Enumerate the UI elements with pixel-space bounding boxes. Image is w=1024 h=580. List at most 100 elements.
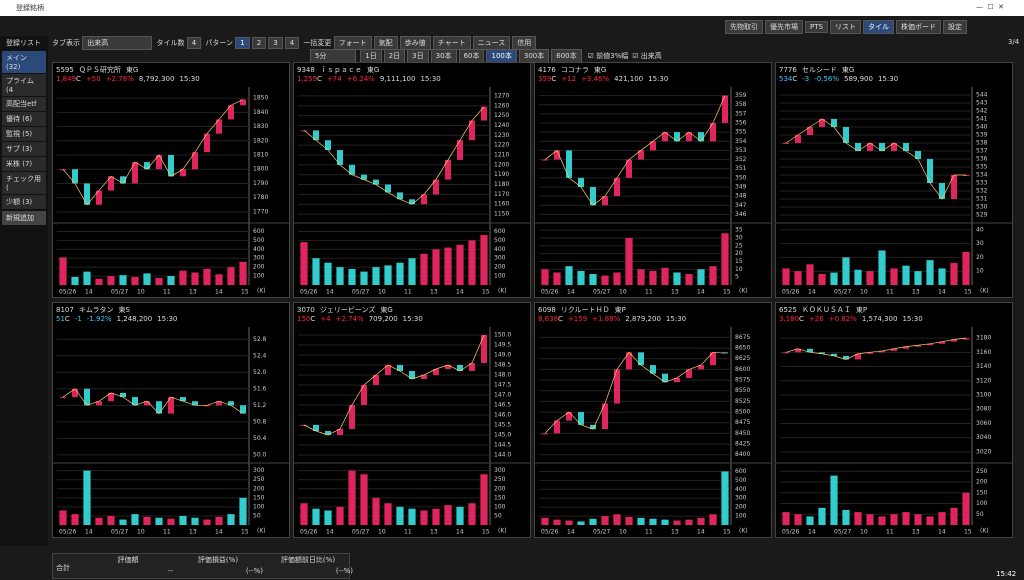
chart-panel[interactable]: 5595 ＱＰＳ研究所 東G 1,849C +50 +2.78% 8,792,300 15:3…	[52, 62, 290, 298]
volume-bar	[131, 276, 139, 285]
tab-select[interactable]: 出来高	[82, 36, 153, 50]
volume-bar	[215, 274, 223, 285]
candle	[156, 401, 162, 414]
x-tick-label: 14	[85, 289, 93, 296]
y-tick-label: 8625	[735, 355, 750, 362]
volume-bar	[131, 514, 139, 525]
quote-flag: C	[799, 315, 804, 323]
sidebar-item[interactable]: 監視 (5)	[2, 127, 46, 141]
sidebar-item[interactable]: プライム (4	[2, 74, 46, 96]
y-tick-label: 534	[976, 172, 988, 179]
range-button[interactable]: 1日	[360, 49, 382, 63]
view-button[interactable]: 気配	[373, 36, 398, 50]
candle	[325, 431, 331, 435]
y-tick-label: 348	[735, 193, 747, 200]
sidebar-item[interactable]: 少額 (3)	[2, 195, 46, 209]
sidebar-item[interactable]: サブ (3)	[2, 142, 46, 156]
volume-bar	[336, 506, 344, 525]
volume-bar	[541, 269, 549, 285]
sidebar-item[interactable]: メイン (32)	[2, 51, 46, 73]
pattern-button[interactable]: 3	[268, 37, 283, 49]
y-tick-label: 356	[735, 120, 747, 127]
top-button[interactable]: 先物取引	[725, 20, 763, 34]
y-tick-label: 144.0	[494, 452, 511, 459]
x-tick-label: 14	[697, 289, 705, 296]
view-button[interactable]: チャート	[432, 36, 471, 50]
range-button[interactable]: 3日	[407, 49, 429, 63]
volume-tick-label: 300	[253, 255, 265, 262]
view-button[interactable]: ニュース	[472, 36, 511, 50]
x-tick-label: 15	[482, 289, 490, 296]
volume-bar	[721, 233, 729, 285]
chart-panel[interactable]: 3070 ジェリービーンズ 東G 150C +4 +2.74% 709,200 15:30 15…	[293, 302, 531, 538]
range-button[interactable]: 2日	[383, 49, 406, 63]
chart-panel[interactable]: 6525 ＫＯＫＵＳＡＩ 東P 3,180C +26 +0.82% 1,574,300 15:…	[775, 302, 1013, 538]
chart-panel[interactable]: 8107 キムラタン 東S 51C -1 -1.92% 1,248,200 15:30 52.8…	[52, 302, 290, 538]
candle	[867, 352, 873, 354]
volume-tick-label: 600	[735, 468, 747, 475]
quote-time: 15:30	[877, 75, 899, 83]
stock-code: 7776	[779, 66, 797, 74]
tile-select[interactable]: 4	[186, 37, 202, 49]
chart-panel[interactable]: 6098 リクルートＨＤ 東P 8,638C +159 +1.88% 2,879,200 15…	[534, 302, 772, 538]
volume-bar	[444, 505, 452, 525]
volume-bar	[830, 475, 838, 525]
sidebar-item[interactable]: 優待 (6)	[2, 112, 46, 126]
check-option[interactable]: ☑ 前値3%幅	[587, 52, 629, 60]
y-tick-label: 350	[735, 174, 747, 181]
candle	[927, 343, 933, 346]
quote-change: +50	[85, 75, 101, 83]
interval-select[interactable]: 5分	[310, 49, 356, 63]
view-button[interactable]: 信用	[512, 36, 537, 50]
chart-panel[interactable]: 9348 ｉｓｐａｃｅ 東G 1,259C +74 +6.24% 9,111,100 15:3…	[293, 62, 531, 298]
candle	[674, 132, 680, 142]
y-tick-label: 145.0	[494, 432, 511, 439]
sidebar-item[interactable]: 高配当etf	[2, 97, 46, 111]
volume-bar	[806, 516, 814, 525]
top-button[interactable]: 株価ボード	[895, 20, 941, 34]
top-button[interactable]: PTS	[805, 21, 828, 33]
range-button[interactable]: 30本	[430, 49, 457, 63]
timeframe-bar: 5分 1日 2日 3日 30本 60本 100本 300本 600本 ☑ 前値3%幅 ☑ 出来高	[310, 49, 662, 63]
top-button[interactable]: 設定	[942, 20, 967, 34]
volume-bar	[83, 470, 91, 525]
sidebar-item[interactable]: チェック用 (	[2, 172, 46, 194]
range-button[interactable]: 100本	[486, 49, 517, 63]
chart-panel[interactable]: 7776 セルシード 東G 534C -3 -0.56% 589,900 15:30 544 54…	[775, 62, 1013, 298]
x-tick-label: 10	[378, 529, 386, 536]
volume-bar	[782, 512, 790, 525]
quote-pct: -1.92%	[86, 315, 112, 323]
volume-unit: (K)	[980, 288, 989, 295]
top-button[interactable]: 優先市場	[765, 20, 803, 34]
range-button[interactable]: 60本	[458, 49, 485, 63]
chart-panel[interactable]: 4176 ココナラ 東G 359C +12 +3.46% 421,100 15:30 359 35…	[534, 62, 772, 298]
add-button[interactable]: 新規追加	[2, 211, 46, 225]
quote-time: 15:30	[157, 315, 178, 323]
candle	[795, 135, 801, 143]
top-button[interactable]: タイル	[862, 20, 894, 34]
candle	[650, 141, 656, 151]
top-button[interactable]: リスト	[829, 20, 861, 34]
view-button[interactable]: フォート	[333, 36, 372, 50]
range-button[interactable]: 600本	[551, 49, 582, 63]
quote-time: 15:30	[179, 75, 200, 83]
candle	[421, 194, 427, 205]
volume-bar	[360, 474, 368, 525]
volume-unit: (K)	[739, 288, 748, 295]
sidebar-title: 登録リスト	[6, 39, 41, 47]
view-button[interactable]: 歩み値	[399, 36, 431, 50]
x-tick-label: 11	[886, 289, 894, 296]
y-tick-label: 1260	[494, 102, 509, 109]
candle	[108, 392, 114, 402]
pattern-button[interactable]: 2	[251, 37, 267, 49]
sidebar-item[interactable]: 米株 (7)	[2, 157, 46, 171]
volume-tick-label: 250	[253, 476, 265, 483]
y-tick-label: 349	[735, 184, 747, 191]
pattern-button[interactable]: 4	[284, 37, 300, 49]
range-button[interactable]: 300本	[518, 49, 550, 63]
pattern-button[interactable]: 1	[235, 37, 250, 49]
x-tick-label: 13	[430, 529, 438, 536]
check-option[interactable]: ☑ 出来高	[632, 52, 662, 60]
volume-bar	[625, 237, 633, 285]
volume-bar	[709, 266, 717, 285]
